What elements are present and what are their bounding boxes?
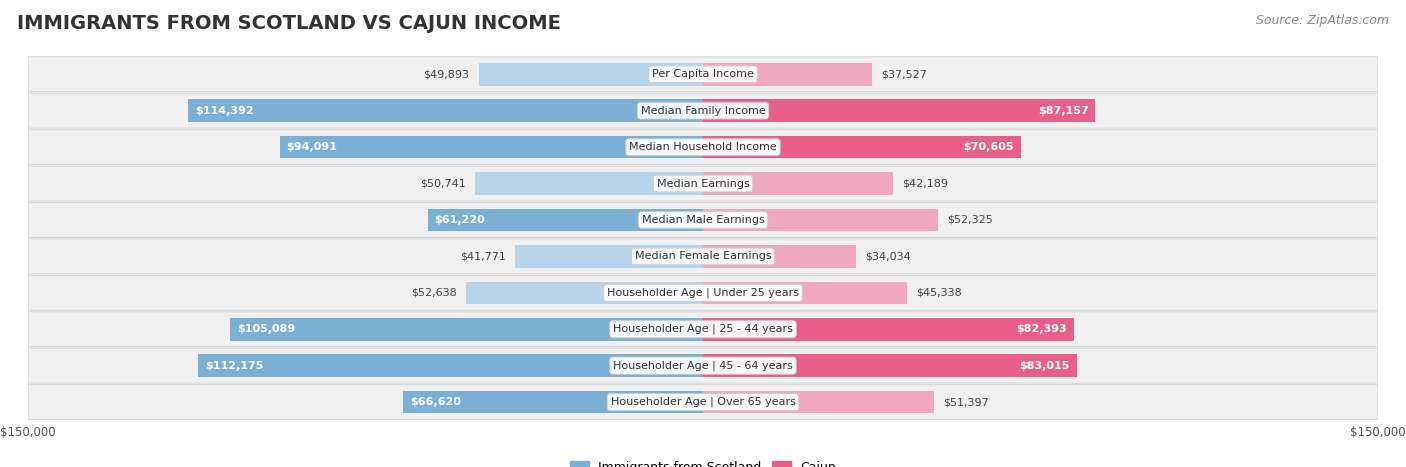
Bar [703,354,1077,377]
Text: $70,605: $70,605 [963,142,1014,152]
Text: Median Family Income: Median Family Income [641,106,765,116]
FancyBboxPatch shape [28,203,1378,237]
Bar [703,245,856,268]
FancyBboxPatch shape [28,239,1378,274]
FancyBboxPatch shape [28,93,1378,128]
Bar [703,282,907,304]
Text: Median Male Earnings: Median Male Earnings [641,215,765,225]
Bar [703,318,1074,340]
Bar [467,282,703,304]
Text: $105,089: $105,089 [238,324,295,334]
Text: $45,338: $45,338 [915,288,962,298]
Text: Per Capita Income: Per Capita Income [652,69,754,79]
FancyBboxPatch shape [28,385,1378,419]
Bar [703,391,934,413]
Bar [427,209,703,231]
Bar [703,99,1095,122]
Bar [703,172,893,195]
FancyBboxPatch shape [28,276,1378,310]
Text: Median Female Earnings: Median Female Earnings [634,251,772,262]
FancyBboxPatch shape [28,312,1378,347]
Text: $52,638: $52,638 [412,288,457,298]
Bar [478,63,703,85]
Text: $37,527: $37,527 [880,69,927,79]
Text: $112,175: $112,175 [205,361,263,371]
Legend: Immigrants from Scotland, Cajun: Immigrants from Scotland, Cajun [565,456,841,467]
Text: $66,620: $66,620 [411,397,461,407]
Text: $49,893: $49,893 [423,69,470,79]
Bar [703,136,1021,158]
Text: Median Household Income: Median Household Income [628,142,778,152]
Bar [231,318,703,340]
Text: $94,091: $94,091 [287,142,337,152]
FancyBboxPatch shape [28,130,1378,164]
Text: $50,741: $50,741 [420,178,465,189]
Bar [198,354,703,377]
Text: Householder Age | Under 25 years: Householder Age | Under 25 years [607,288,799,298]
Text: $34,034: $34,034 [865,251,911,262]
Bar [404,391,703,413]
Text: Householder Age | 45 - 64 years: Householder Age | 45 - 64 years [613,361,793,371]
Text: IMMIGRANTS FROM SCOTLAND VS CAJUN INCOME: IMMIGRANTS FROM SCOTLAND VS CAJUN INCOME [17,14,561,33]
FancyBboxPatch shape [28,348,1378,383]
Text: Householder Age | Over 65 years: Householder Age | Over 65 years [610,397,796,407]
Bar [188,99,703,122]
Text: $61,220: $61,220 [434,215,485,225]
Bar [703,63,872,85]
Text: $51,397: $51,397 [943,397,988,407]
Text: $83,015: $83,015 [1019,361,1070,371]
Text: $114,392: $114,392 [195,106,253,116]
Text: $41,771: $41,771 [460,251,506,262]
FancyBboxPatch shape [28,166,1378,201]
Bar [280,136,703,158]
Text: Source: ZipAtlas.com: Source: ZipAtlas.com [1256,14,1389,27]
Text: $52,325: $52,325 [948,215,993,225]
Bar [703,209,938,231]
Text: $87,157: $87,157 [1038,106,1088,116]
Text: $82,393: $82,393 [1017,324,1067,334]
Bar [475,172,703,195]
Text: Householder Age | 25 - 44 years: Householder Age | 25 - 44 years [613,324,793,334]
Text: Median Earnings: Median Earnings [657,178,749,189]
Text: $42,189: $42,189 [901,178,948,189]
Bar [515,245,703,268]
FancyBboxPatch shape [28,57,1378,92]
